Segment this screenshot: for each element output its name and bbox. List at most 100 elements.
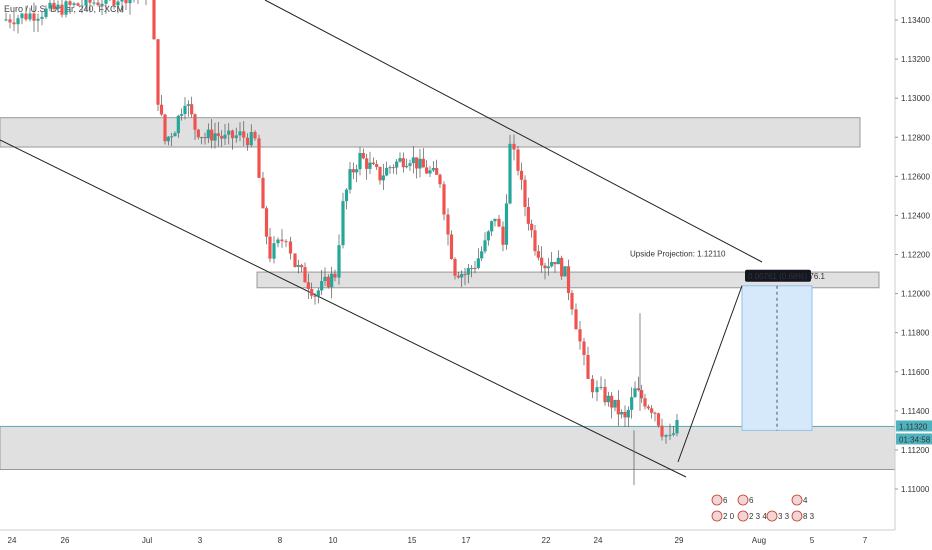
- y-tick-label: 1.12800: [901, 133, 930, 142]
- event-flag-icon[interactable]: [791, 510, 803, 522]
- candle-body: [486, 231, 490, 241]
- candle-body: [675, 420, 679, 434]
- candle-body: [556, 257, 560, 265]
- event-count-label: 2 3 4: [749, 512, 767, 521]
- candle-body: [476, 258, 480, 269]
- candle-body: [501, 226, 505, 245]
- candle-body: [533, 230, 537, 252]
- event-count-label: 4: [803, 496, 808, 505]
- candle-body: [173, 133, 177, 137]
- candle-body: [253, 132, 257, 139]
- lower-trendline[interactable]: [0, 139, 687, 478]
- y-tick-label: 1.13200: [901, 55, 930, 64]
- candle-body: [24, 13, 28, 20]
- candle-body: [368, 162, 372, 169]
- y-tick-label: 1.12200: [901, 251, 930, 260]
- candle-body: [536, 251, 540, 258]
- candle-body: [264, 208, 269, 237]
- x-tick-label: Jul: [142, 536, 152, 545]
- candle-body: [337, 245, 341, 278]
- candle-body: [490, 221, 494, 232]
- candle-body: [595, 387, 599, 393]
- candle-body: [415, 157, 419, 169]
- current-price-label: 1.11320: [899, 422, 928, 431]
- event-flag-icon[interactable]: [737, 494, 749, 506]
- time-axis[interactable]: 24 26 Jul 3 8 10 15 17 22 24 29 Aug 5 7: [0, 529, 895, 545]
- candle-body: [453, 258, 457, 276]
- candle-body: [216, 133, 220, 136]
- candle-body: [586, 354, 590, 379]
- candle-body: [72, 3, 76, 5]
- candle-body: [28, 13, 32, 20]
- candle-body: [365, 158, 369, 169]
- candle-body: [578, 329, 582, 342]
- candle-body: [560, 257, 564, 277]
- x-tick-label: 15: [408, 536, 417, 545]
- candle-body: [249, 132, 253, 146]
- candle-body: [590, 378, 595, 393]
- event-count-label: 2 0: [723, 512, 735, 521]
- price-axis[interactable]: 1.13400 1.13200 1.13000 1.12800 1.12600 1.124…: [894, 0, 932, 550]
- candle-body: [166, 136, 170, 142]
- candle-body: [401, 158, 405, 168]
- candle-body: [473, 268, 477, 270]
- candle-body: [100, 3, 104, 6]
- candle-body: [227, 130, 231, 135]
- candle-body: [540, 257, 544, 266]
- event-flag-icon[interactable]: [711, 510, 723, 522]
- upper-trendline[interactable]: [264, 0, 763, 263]
- candle-body: [613, 399, 617, 408]
- candle-body: [388, 167, 392, 169]
- y-tick-label: 1.12400: [901, 211, 930, 220]
- candle-body: [660, 425, 664, 437]
- candle-body: [288, 241, 293, 254]
- candle-body: [650, 408, 654, 413]
- candle-body: [60, 4, 64, 15]
- candle-body: [435, 168, 439, 175]
- countdown-label: 01:34:58: [899, 435, 931, 444]
- current-price-badge: [896, 420, 932, 432]
- candle-body: [646, 406, 650, 409]
- candle-body: [257, 138, 261, 178]
- candle-body: [623, 411, 627, 418]
- candle-body: [526, 206, 530, 224]
- candle-body: [375, 164, 379, 168]
- event-flag-icon[interactable]: [791, 494, 803, 506]
- candle-body: [234, 135, 238, 139]
- candle-body: [163, 114, 167, 142]
- candle-body: [398, 158, 402, 162]
- candle-body: [656, 413, 661, 426]
- event-flag-icon[interactable]: [737, 510, 749, 522]
- candle-body: [620, 411, 624, 415]
- candle-body: [616, 399, 620, 415]
- candle-body: [566, 266, 571, 293]
- candle-body: [303, 267, 307, 283]
- candle-body: [156, 39, 160, 105]
- y-tick-label: 1.11800: [901, 329, 930, 338]
- x-tick-label: 7: [863, 536, 868, 545]
- candle-body: [203, 137, 207, 139]
- candle-body: [176, 115, 180, 134]
- candle-body: [664, 435, 668, 437]
- candle-body: [170, 136, 174, 138]
- candle-body: [348, 169, 352, 190]
- candle-body: [64, 1, 68, 15]
- candle-body: [653, 412, 657, 414]
- candle-body: [640, 390, 644, 399]
- candle-body: [20, 13, 24, 19]
- candle-body: [32, 13, 36, 21]
- candle-body: [606, 395, 610, 403]
- candle-body: [483, 240, 487, 252]
- candle-body: [310, 288, 314, 296]
- event-count-label: 6: [749, 496, 754, 505]
- candle-body: [408, 163, 412, 166]
- event-flag-icon[interactable]: [766, 510, 778, 522]
- candle-body: [52, 2, 56, 9]
- event-flag-icon[interactable]: [711, 494, 723, 506]
- candle-body: [330, 273, 334, 288]
- candle-body: [306, 282, 310, 289]
- candle-body: [48, 2, 52, 9]
- candle-body: [633, 388, 637, 398]
- candle-body: [523, 179, 527, 207]
